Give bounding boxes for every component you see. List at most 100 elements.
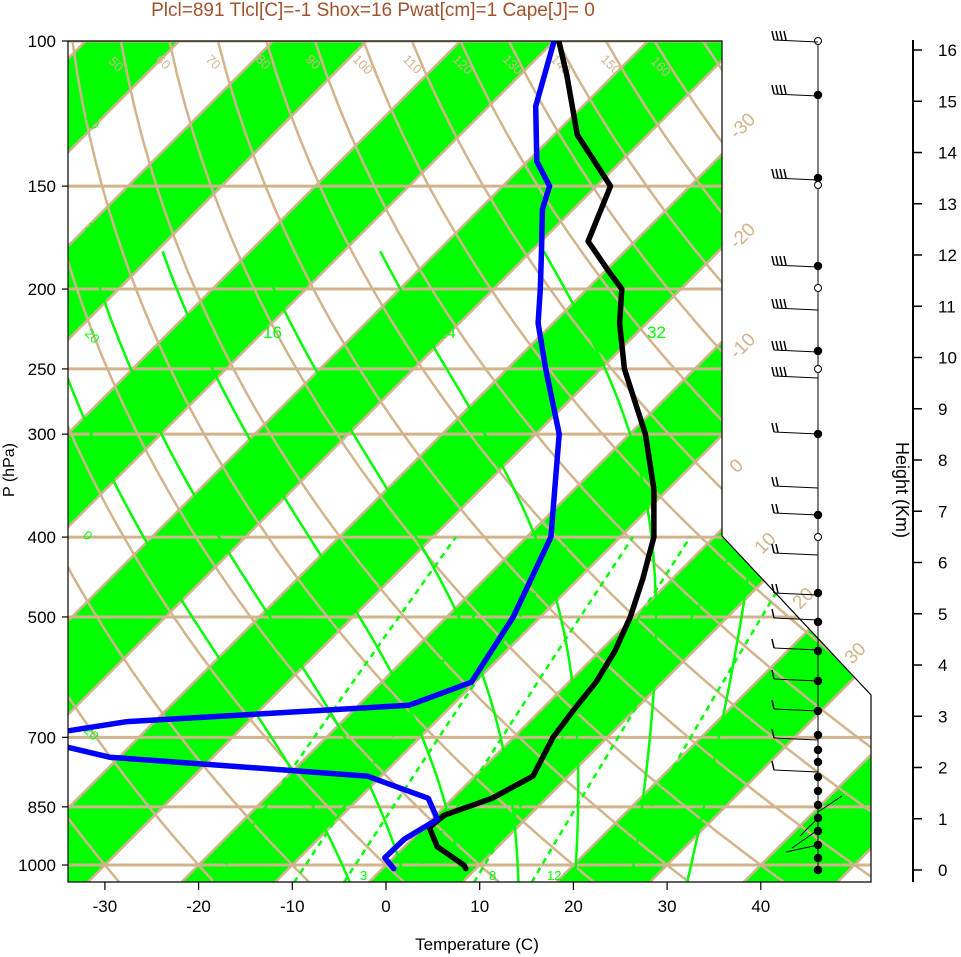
dry-adiabat-line <box>68 41 216 882</box>
mixing-ratio-line <box>472 536 692 882</box>
height-tick-label: 3 <box>938 707 947 726</box>
wind-barb-shaft <box>773 375 819 379</box>
wind-level-open-dot <box>814 365 822 373</box>
theta-band <box>68 41 367 882</box>
dry-adiabat-line <box>119 41 691 882</box>
wind-barb-feather <box>783 84 787 95</box>
wind-barb-feather <box>775 543 779 554</box>
isotherm-line <box>461 41 871 882</box>
theta-bands <box>68 41 871 882</box>
wind-barb-feather <box>775 340 779 351</box>
wind-level-dot <box>813 588 823 598</box>
wind-level-dot <box>813 730 823 740</box>
moist-adiabat-label: 24 <box>437 323 456 342</box>
mixing-ratio-label: 12 <box>547 868 561 883</box>
wind-barb-shaft <box>785 844 819 853</box>
height-axis-label: Height (Km) <box>892 442 912 538</box>
wind-level-dot <box>813 826 823 836</box>
moist-adiabat-line <box>68 250 351 882</box>
y-tick-label: 400 <box>28 528 56 547</box>
wind-barb-feather <box>771 728 775 739</box>
height-tick-label: 2 <box>938 759 947 778</box>
wind-barb-shaft <box>773 431 819 435</box>
height-tick-label: 10 <box>938 349 957 368</box>
height-tick-label: 15 <box>938 92 957 111</box>
mixing-ratio-line <box>342 536 575 882</box>
moist-adiabat-line <box>542 250 658 882</box>
height-tick-label: 6 <box>938 554 947 573</box>
moist-adiabat-label: 16 <box>263 323 282 342</box>
wind-barb-feather <box>771 30 775 41</box>
wind-level-dot <box>813 173 823 183</box>
y-tick-label: 200 <box>28 280 56 299</box>
isotherm-label: 10 <box>751 529 781 559</box>
wind-barb-feather <box>779 255 783 266</box>
dry-adiabat-line <box>216 41 871 882</box>
moist-adiabat-line <box>255 250 520 882</box>
height-tick-label: 11 <box>938 297 956 316</box>
wind-level-dot <box>813 346 823 356</box>
wind-barb-feather <box>771 422 775 433</box>
moist-adiabat-label: 12 <box>188 323 207 342</box>
wind-barb-feather <box>771 255 775 266</box>
wind-barb-feather <box>775 583 779 594</box>
dry-adiabat-line <box>798 41 871 882</box>
wind-level-dot <box>813 853 823 863</box>
wind-level-dot <box>813 617 823 627</box>
wind-barb-shaft <box>791 829 819 849</box>
wind-level-open-dot <box>814 181 822 189</box>
wind-level-dot <box>813 800 823 810</box>
wind-barb-feather <box>775 422 779 433</box>
dry-adiabat-line <box>68 41 121 882</box>
wind-barb-feather <box>779 30 783 41</box>
moist-adiabat-label: 32 <box>647 323 666 342</box>
wind-barb-feather <box>771 84 775 95</box>
dry-adiabat-line <box>459 41 871 882</box>
height-tick-label: 13 <box>938 195 957 214</box>
isotherm-label: -30 <box>726 109 760 143</box>
x-tick-label: 10 <box>470 897 489 916</box>
dewpoint-profile-line <box>68 41 562 872</box>
wind-level-dot <box>813 261 823 271</box>
height-tick-label: 5 <box>938 605 947 624</box>
theta-band <box>555 41 871 882</box>
y-tick-label: 700 <box>28 728 56 747</box>
wind-level-dot <box>813 90 823 100</box>
theta-band <box>68 41 742 882</box>
isotherm-line <box>68 41 274 882</box>
moist-adiabat-line <box>379 250 580 882</box>
wind-barb-feather <box>775 366 779 377</box>
y-tick-label: 850 <box>28 798 56 817</box>
wind-barb-feather <box>771 583 775 594</box>
height-tick-label: 9 <box>938 400 947 419</box>
y-tick-label: 250 <box>28 360 56 379</box>
wind-barb-shaft <box>773 552 819 556</box>
isotherm-line <box>180 41 871 882</box>
x-tick-label: 30 <box>658 897 677 916</box>
height-tick-label: 12 <box>938 246 957 265</box>
mixing-ratio-line <box>530 536 743 882</box>
dry-adiabat-line <box>168 41 786 882</box>
isotherm-line <box>68 41 837 882</box>
wind-barb-shaft <box>773 737 819 741</box>
wind-barb-feather <box>775 168 779 179</box>
height-tick-label: 7 <box>938 502 947 521</box>
wind-barb-shaft <box>773 708 819 712</box>
wind-level-open-dot <box>814 533 822 541</box>
x-tick-label: 40 <box>751 897 770 916</box>
wind-barb-shaft <box>773 177 819 181</box>
wind-barb-feather <box>783 30 787 41</box>
wind-level-open-dot <box>814 37 822 45</box>
height-tick-label: 1 <box>938 810 947 829</box>
isotherm-line <box>648 41 871 882</box>
wind-barb-shaft <box>773 678 819 682</box>
wind-barb-shaft <box>773 39 819 43</box>
wind-barb-shaft <box>773 647 819 651</box>
dry-adiabat-label: 110 <box>400 52 425 77</box>
wind-barb-shaft <box>817 795 843 813</box>
dry-adiabat-line <box>410 41 871 882</box>
dry-adiabat-line <box>750 41 871 882</box>
isotherm-label: 20 <box>789 584 819 614</box>
wind-barb-feather <box>783 366 787 377</box>
mixing-ratio-label: 3 <box>360 868 367 883</box>
